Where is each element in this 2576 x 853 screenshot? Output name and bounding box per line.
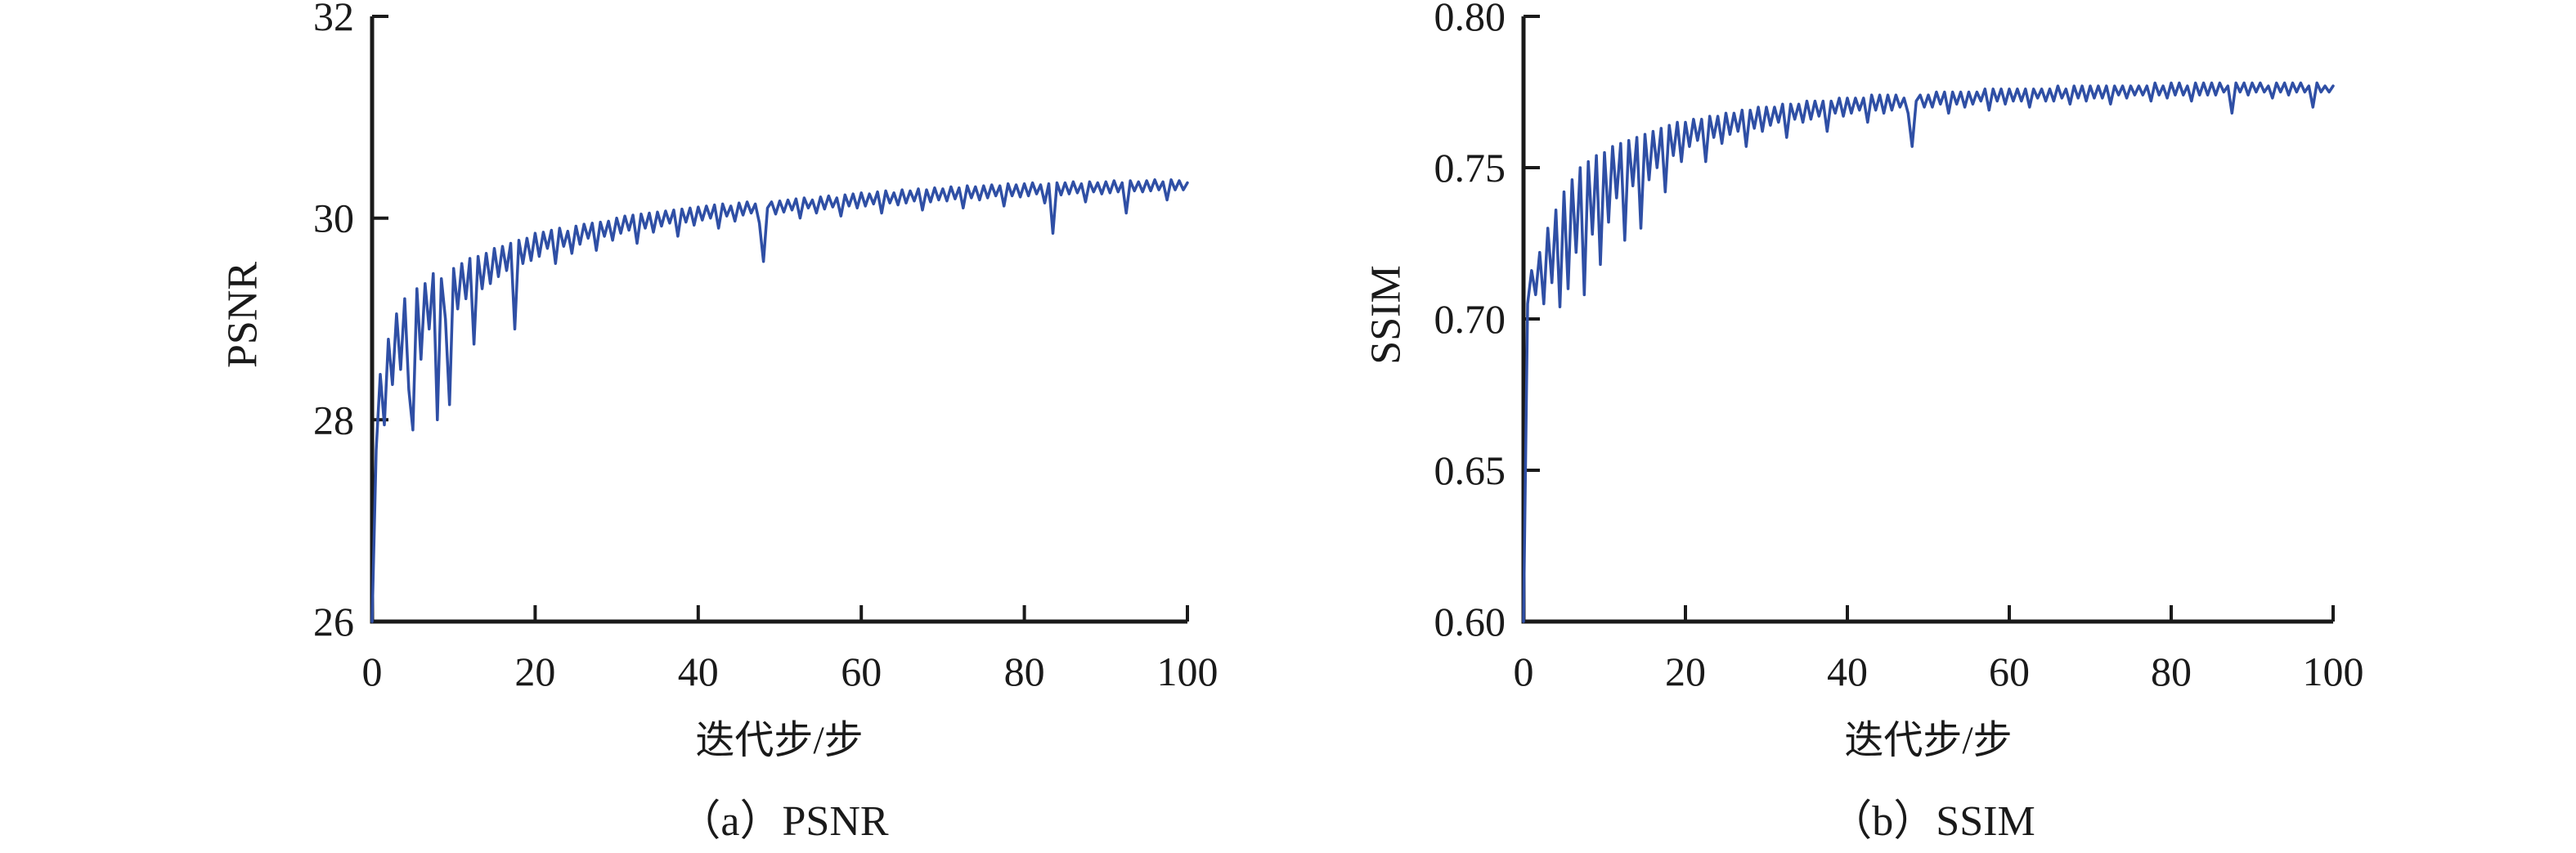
chart-ssim: 100 80 60 40 20 0 0.80 0.75 0.70 0.65 0.60 SSIM 迭代… bbox=[1363, 0, 2364, 845]
x-tick-label: 40 bbox=[678, 649, 719, 694]
x-tick-label: 0 bbox=[362, 649, 383, 694]
series-line bbox=[370, 178, 1189, 623]
x-tick-label: 60 bbox=[1989, 649, 2030, 694]
y-tick-label: 32 bbox=[313, 0, 354, 39]
x-tick-label: 80 bbox=[1004, 649, 1045, 694]
y-tick-label: 0.65 bbox=[1434, 447, 1506, 493]
ssim-y-axis-title: SSIM bbox=[1363, 265, 1410, 364]
series-line bbox=[1522, 81, 2335, 623]
y-tick-label: 26 bbox=[313, 599, 354, 644]
x-tick-label: 20 bbox=[1665, 649, 1706, 694]
x-tick-label: 40 bbox=[1827, 649, 1868, 694]
y-tick-label: 28 bbox=[313, 397, 354, 442]
y-tick-label: 0.75 bbox=[1434, 145, 1506, 191]
axis-spine bbox=[1521, 16, 2333, 624]
psnr-caption: （a）PSNR bbox=[678, 798, 888, 845]
x-tick-label: 0 bbox=[1514, 649, 1534, 694]
ssim-caption: （b）SSIM bbox=[1829, 798, 2035, 845]
x-tick-label: 60 bbox=[841, 649, 882, 694]
y-tick-label: 30 bbox=[313, 195, 354, 241]
axis-spine bbox=[370, 16, 1187, 624]
y-tick-label: 0.80 bbox=[1434, 0, 1506, 39]
ssim-x-axis-title: 迭代步/步 bbox=[1844, 719, 2012, 762]
psnr-x-axis-title: 迭代步/步 bbox=[695, 719, 863, 762]
x-tick-label: 100 bbox=[1157, 649, 1218, 694]
y-tick-label: 0.60 bbox=[1434, 599, 1506, 644]
x-tick-label: 20 bbox=[514, 649, 555, 694]
chart-psnr: 100 80 60 40 20 0 32 30 28 26 PSNR 迭代步/步 （a）PSNR bbox=[220, 0, 1218, 845]
x-tick-label: 80 bbox=[2151, 649, 2192, 694]
psnr-y-axis-title: PSNR bbox=[220, 262, 267, 368]
y-tick-label: 0.70 bbox=[1434, 296, 1506, 342]
x-tick-label: 100 bbox=[2303, 649, 2364, 694]
